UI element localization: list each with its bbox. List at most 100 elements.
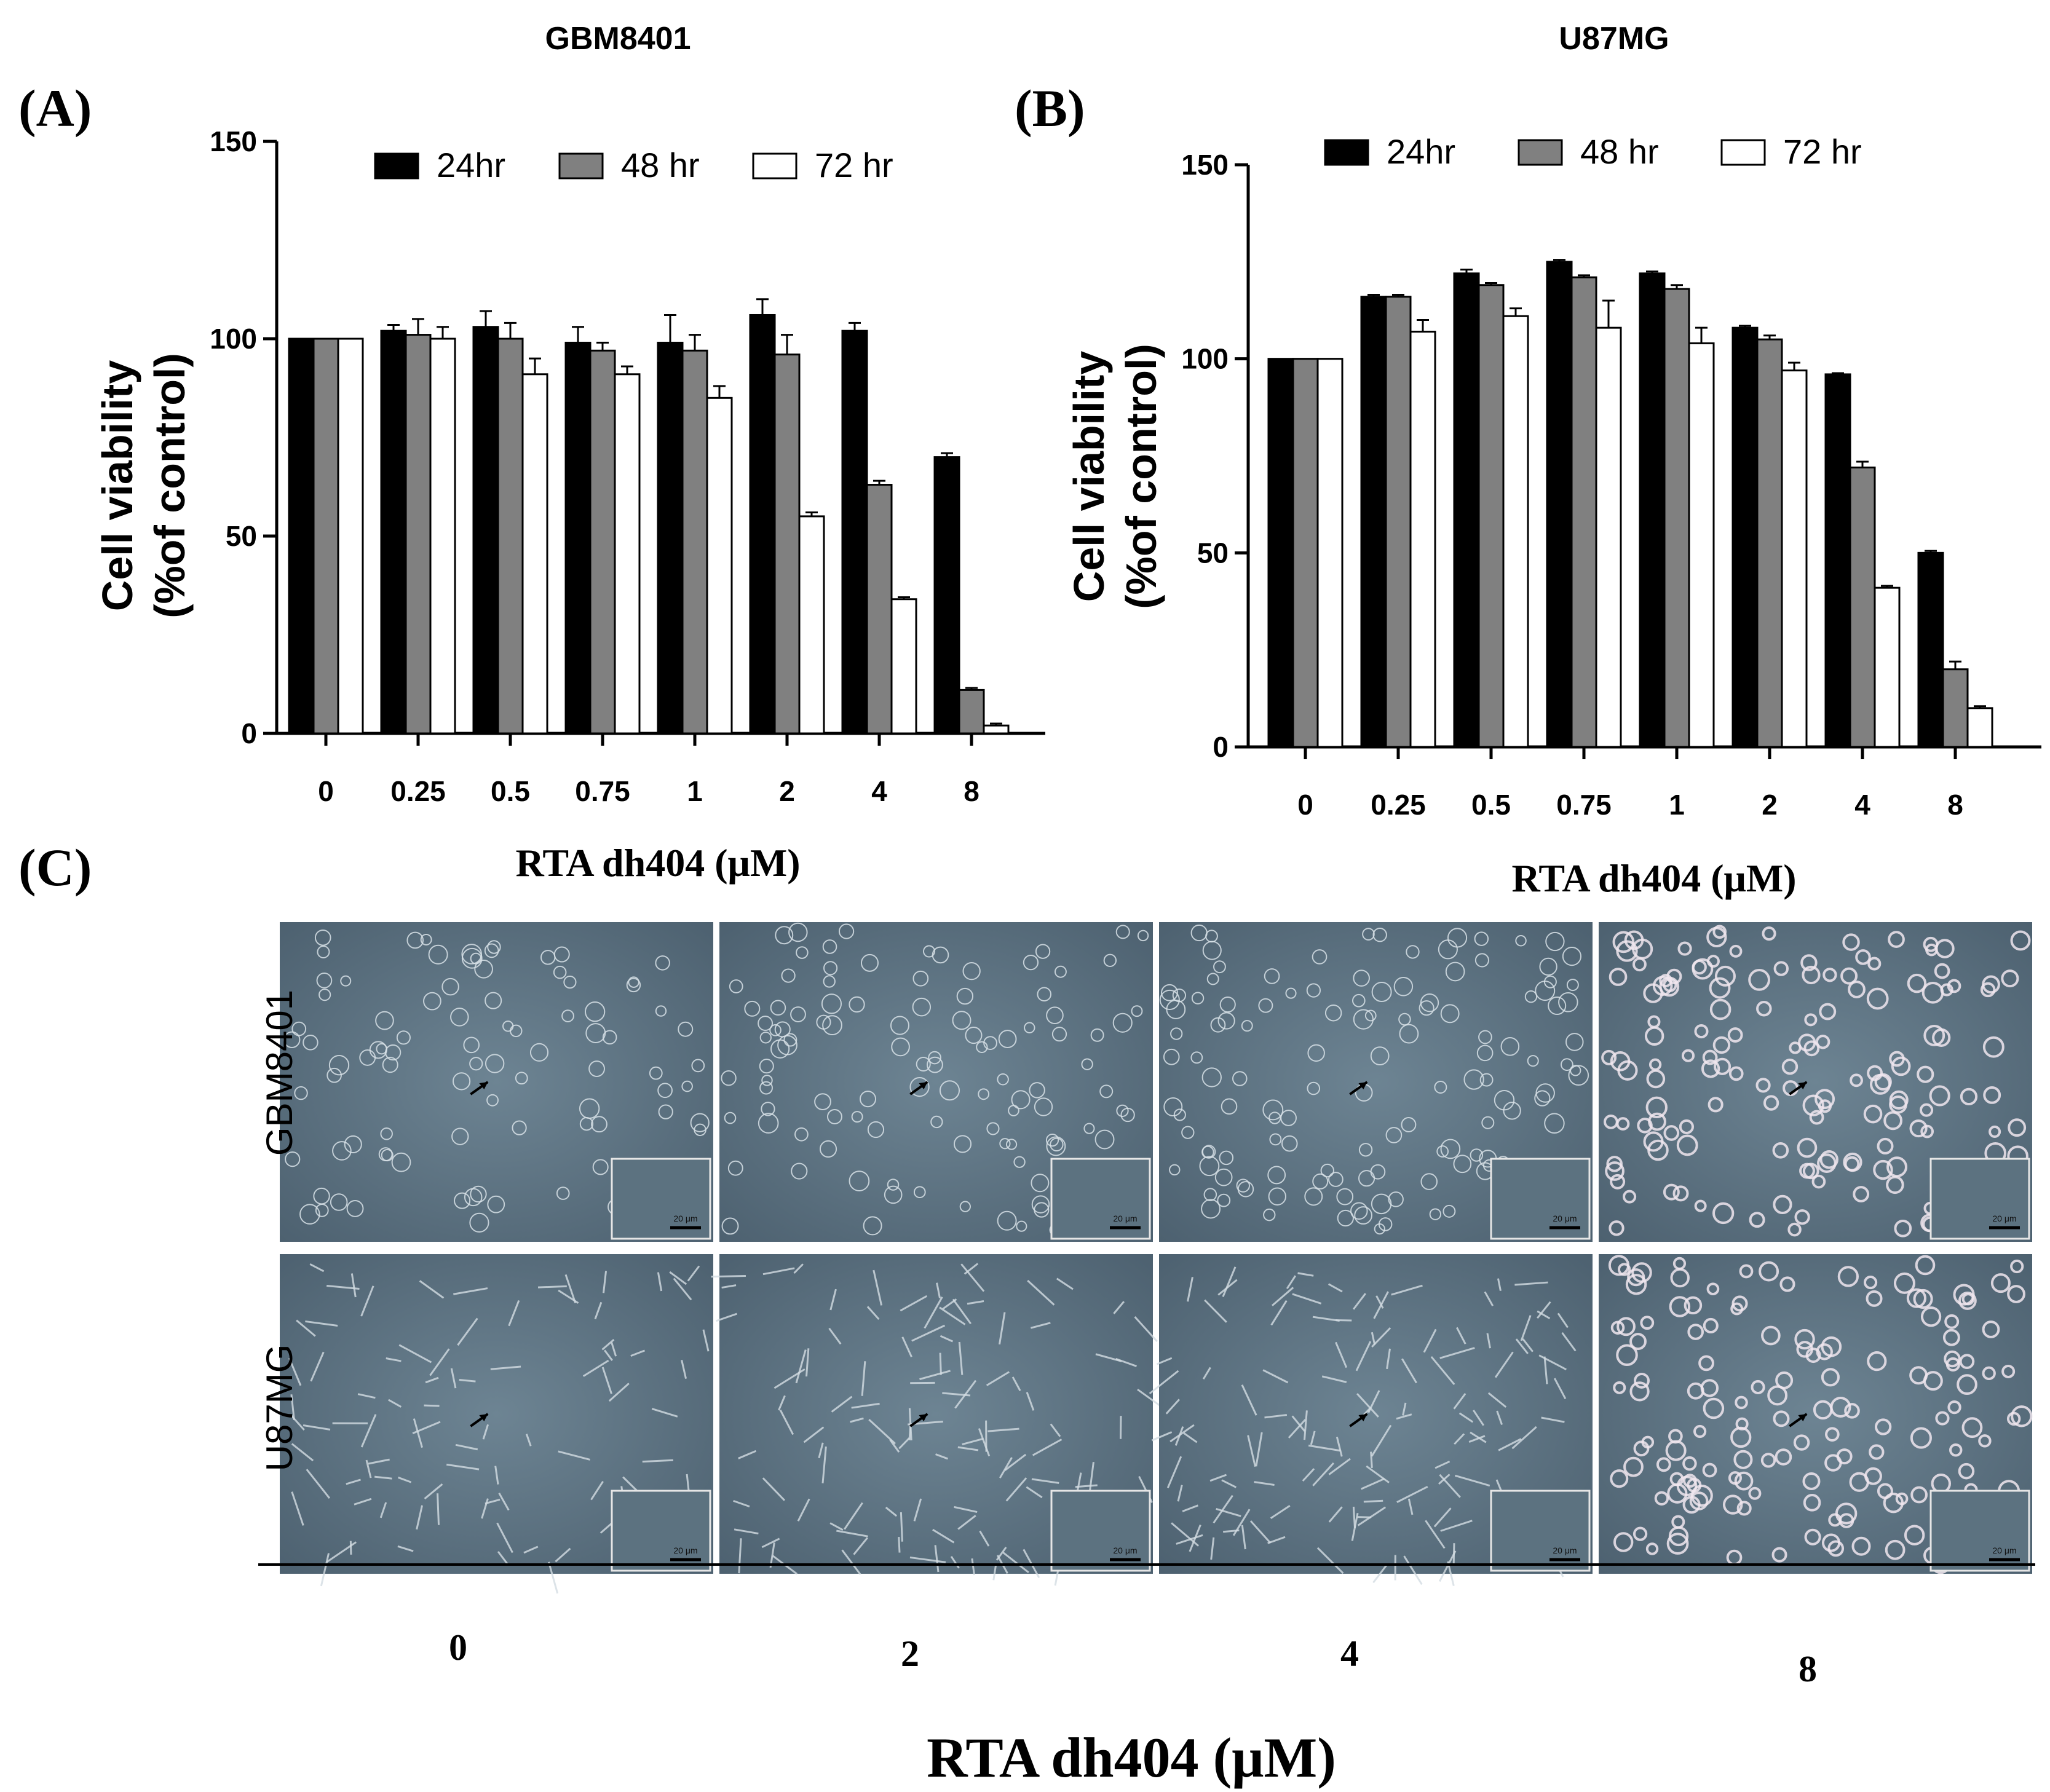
cell-shape (1160, 984, 1178, 1001)
cell-shape (1867, 1065, 1883, 1081)
cell-shape (1183, 1432, 1198, 1443)
bar (1546, 261, 1573, 748)
cell-shape (296, 1319, 316, 1337)
cell-shape (386, 1357, 402, 1362)
cell-shape (375, 1011, 394, 1030)
bar (798, 515, 825, 735)
cell-shape (642, 1459, 673, 1463)
bar (380, 330, 407, 735)
cell-shape (1217, 1012, 1235, 1030)
scale-bar-label: 20 μm (1992, 1545, 2016, 1555)
cell-shape (1328, 1506, 1343, 1523)
cell-shape (922, 945, 935, 958)
cell-shape (1209, 1474, 1227, 1482)
cell-shape (494, 1466, 499, 1485)
cell-shape (1312, 949, 1328, 965)
cell-shape (1302, 1468, 1315, 1482)
cell-shape (998, 1030, 1017, 1049)
micrograph-gbm8401-2: 20 μm (719, 922, 1153, 1242)
cell-shape (1748, 1486, 1762, 1500)
cell-shape (529, 1043, 549, 1062)
cell-shape (964, 1263, 979, 1275)
panel-label-c: (C) (18, 838, 92, 897)
cell-shape (853, 1537, 868, 1555)
cell-shape (1773, 1194, 1792, 1215)
cell-shape (485, 1498, 501, 1505)
cell-shape (349, 1541, 352, 1555)
cell-shape (967, 1300, 984, 1305)
cell-shape (1920, 1306, 1942, 1327)
cell-shape (1913, 1289, 1933, 1309)
cell-shape (1616, 940, 1638, 962)
cell-shape (1030, 1322, 1051, 1329)
cell-shape (1032, 1439, 1063, 1456)
cell-shape (1434, 1081, 1447, 1094)
cell-shape (1425, 1520, 1446, 1549)
cell-shape (1613, 1381, 1626, 1394)
cell-shape (702, 1329, 710, 1352)
cell-shape (911, 1324, 946, 1342)
cell-shape (1796, 1341, 1813, 1358)
bar (1360, 296, 1387, 748)
cell-shape (935, 1453, 948, 1460)
cell-shape (1435, 1460, 1450, 1469)
cell-shape (793, 1263, 804, 1274)
cell-shape (1440, 1004, 1460, 1024)
cell-shape (1393, 977, 1414, 997)
cell-shape (397, 1545, 414, 1552)
scale-bar-label: 20 μm (1113, 1214, 1137, 1223)
cell-shape (357, 1393, 376, 1399)
cell-shape (1694, 1199, 1707, 1212)
cell-shape (1815, 1089, 1835, 1110)
cell-shape (687, 1265, 700, 1282)
cell-shape (305, 1320, 338, 1327)
cell-shape (1907, 973, 1927, 993)
cell-shape (850, 1417, 864, 1423)
cell-shape (978, 1088, 990, 1100)
cell-shape (867, 1121, 885, 1139)
cell-shape (1934, 963, 1950, 979)
bar (681, 349, 708, 735)
cell-shape (1307, 1044, 1325, 1062)
cell-shape (1617, 1060, 1638, 1081)
cell-shape (441, 977, 459, 996)
bar (405, 334, 432, 735)
cell-shape (1352, 1293, 1366, 1310)
cell-shape (1321, 1375, 1347, 1383)
cell-shape (769, 1024, 782, 1036)
cell-shape (1560, 1058, 1573, 1072)
cell-shape (398, 1344, 432, 1364)
cell-shape (1889, 1095, 1907, 1114)
cell-shape (1328, 1172, 1344, 1187)
cell-shape (690, 1113, 710, 1132)
bar (1409, 330, 1436, 748)
bar (1292, 358, 1319, 748)
cell-shape (999, 1312, 1006, 1345)
cell-shape (1119, 1416, 1122, 1439)
cell-shape (1270, 1505, 1291, 1519)
cell-shape (1565, 1033, 1584, 1051)
cell-shape (1378, 1217, 1393, 1231)
cell-shape (540, 950, 556, 965)
cell-shape (1877, 1137, 1894, 1155)
cell-shape (1203, 1188, 1217, 1201)
conc-label-4: 4 (1340, 1633, 1359, 1674)
inset-box (611, 1158, 711, 1240)
cell-shape (1285, 987, 1297, 999)
cell-shape (1910, 1486, 1928, 1504)
cell-shape (332, 1141, 352, 1161)
cell-shape (1919, 1103, 1934, 1117)
cell-shape (1663, 1183, 1680, 1201)
bar (958, 689, 985, 735)
cell-shape (1364, 1009, 1377, 1022)
cell-shape (1755, 1078, 1771, 1093)
cell-shape (1562, 947, 1582, 966)
cell-shape (523, 1545, 539, 1554)
cell-shape (913, 1186, 926, 1199)
cell-shape (450, 1368, 457, 1389)
cell-shape (1351, 1513, 1359, 1541)
cell-shape (1707, 955, 1720, 968)
cell-shape (1358, 1143, 1373, 1157)
cell-shape (1445, 961, 1465, 982)
cell-shape (1830, 1397, 1851, 1418)
